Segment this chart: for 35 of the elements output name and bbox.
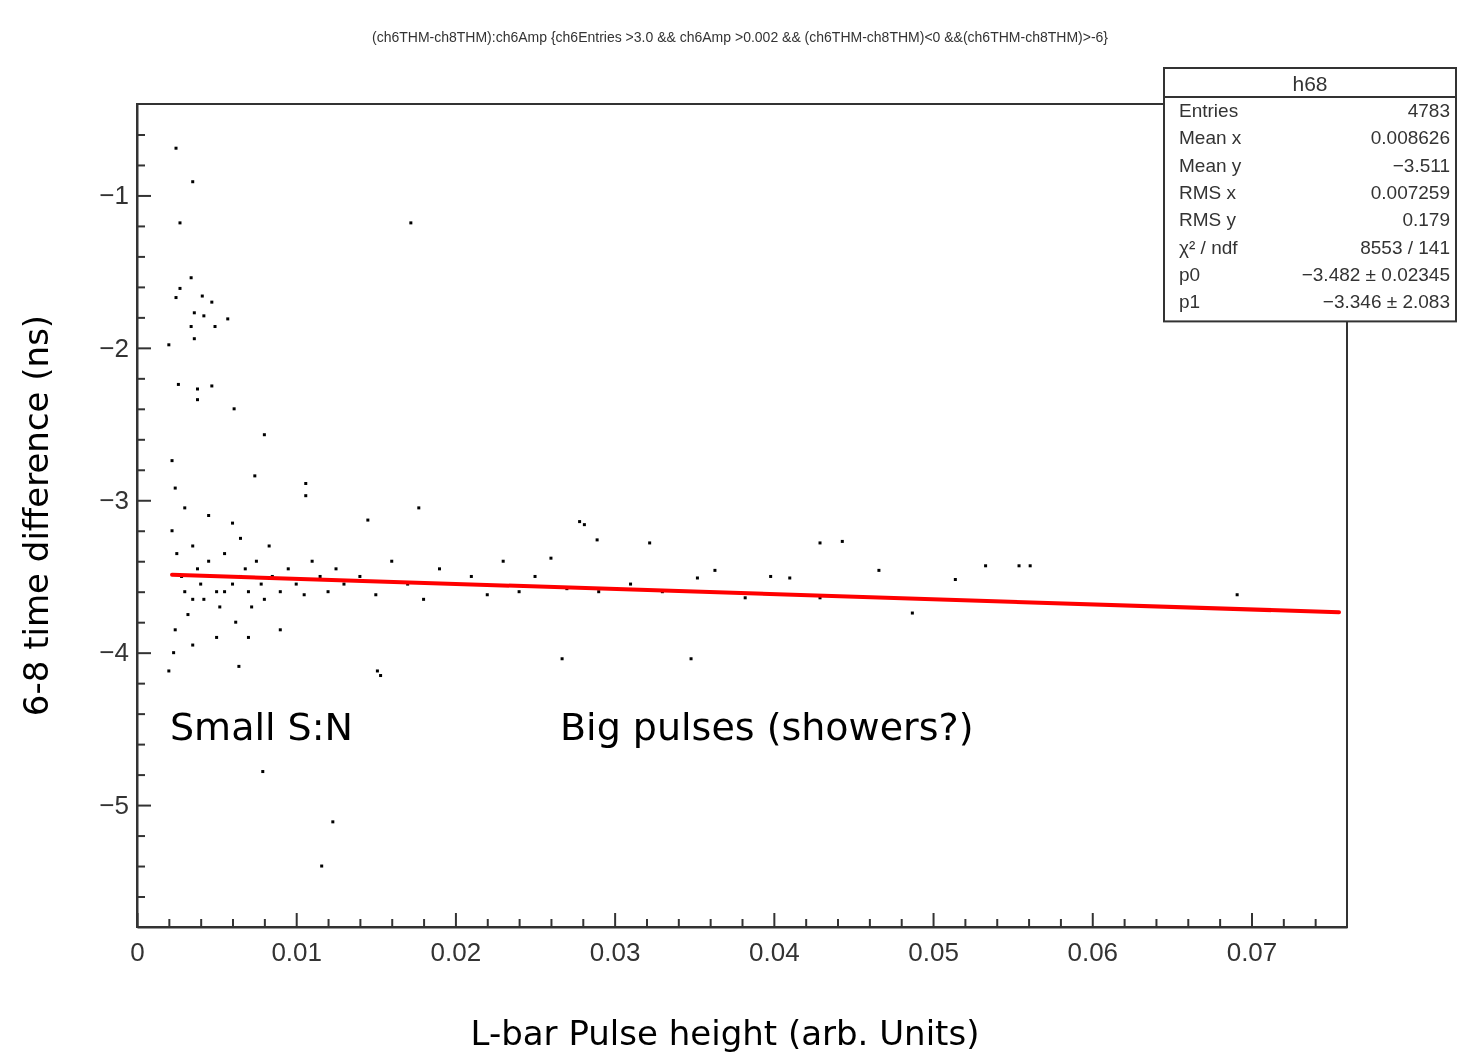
annotation: χ² / ndf <box>1179 236 1239 258</box>
y-axis-title: 6-8 time difference (ns) <box>16 314 56 717</box>
text: 0.007259 <box>1370 181 1450 203</box>
annotation: −3.346 ± 2.083 <box>1322 291 1450 313</box>
annotation: Big pulses (showers?) <box>560 705 974 749</box>
annotation: RMS y <box>1179 209 1237 231</box>
x-tick-label: 0.01 <box>271 937 323 967</box>
text: 0.008626 <box>1370 127 1450 149</box>
annotation: Entries <box>1179 100 1239 121</box>
x-tick-label: 0 <box>130 937 145 967</box>
annotation: Small S:N <box>170 705 353 749</box>
chart-title: (ch6THM-ch8THM):ch6Amp {ch6Entries >3.0 && ch6Amp >0.002 && (ch6THM-ch8THM)<0 &&(ch6THM-ch8THM)>-6} <box>371 29 1109 45</box>
x-tick-label: 0.06 <box>1067 937 1119 967</box>
annotation: −3.482 ± 0.02345 <box>1301 263 1450 285</box>
text: 0.179 <box>1402 209 1450 231</box>
y-tick-label: −5 <box>99 789 129 820</box>
annotation: RMS x <box>1179 181 1237 203</box>
x-tick-label: 0.03 <box>589 937 641 967</box>
text: −3.511 <box>1392 154 1450 176</box>
y-tick-label: −4 <box>99 637 129 668</box>
text: 4783 <box>1407 100 1450 121</box>
x-axis-title: L-bar Pulse height (arb. Units) <box>470 1013 980 1053</box>
annotation: Mean x <box>1179 127 1242 149</box>
y-tick-label: −1 <box>99 180 129 211</box>
x-tick-label: 0.02 <box>430 937 482 967</box>
y-tick-label: −2 <box>99 332 129 363</box>
x-tick-label: 0.07 <box>1226 937 1278 967</box>
annotation: p0 <box>1179 263 1201 285</box>
y-tick-label: −3 <box>99 485 129 516</box>
x-tick-label: 0.04 <box>749 937 800 967</box>
text: 8553 / 141 <box>1360 236 1450 258</box>
x-tick-label: 0.05 <box>908 937 959 967</box>
annotation: p1 <box>1179 291 1201 313</box>
annotation: Mean y <box>1179 154 1242 176</box>
text: h68 <box>1292 72 1328 95</box>
